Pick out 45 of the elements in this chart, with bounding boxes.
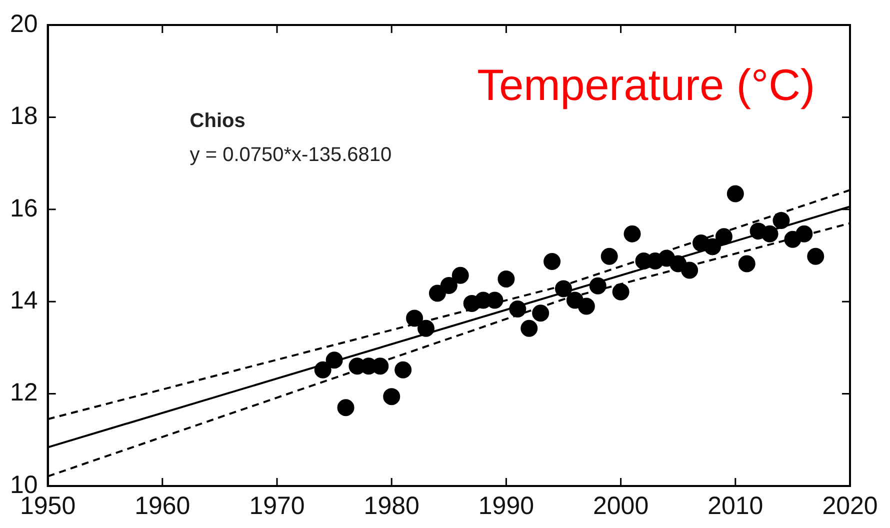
y-tick-label: 16 [10,194,38,222]
point [624,225,641,242]
point [440,276,458,294]
x-tick-label: 1980 [364,492,420,520]
x-tick-label: 2020 [822,492,878,520]
point [383,388,400,406]
x-tick-label: 1960 [134,492,190,520]
point [337,399,354,416]
point [704,238,721,256]
point [498,270,515,288]
annotation: y = 0.0750*x-135.6810 [190,144,392,166]
y-tick-label: 18 [10,102,38,130]
point [761,225,778,242]
point [578,298,595,315]
point [807,248,824,265]
point [555,280,572,298]
point [417,320,434,337]
point [772,212,790,229]
point [726,185,744,202]
annotation: Chios [190,110,246,132]
point [509,300,526,318]
y-tick-label: 20 [10,10,38,38]
point [326,352,343,369]
point [738,255,756,272]
point [520,320,538,337]
y-tick-label: 12 [10,378,38,407]
text: Temperature (°C) [477,61,815,110]
point [314,361,332,378]
point [452,266,469,284]
point [589,277,606,294]
point [796,225,813,242]
point [394,361,412,378]
point [715,228,732,246]
point [532,304,550,322]
point [428,284,446,302]
point [544,252,561,270]
x-tick-label: 1970 [249,492,305,520]
point [612,283,630,300]
x-tick-label: 1990 [478,492,534,520]
point [406,310,424,327]
y-tick-label: 14 [10,286,38,314]
x-tick-label: 2000 [592,492,649,520]
x-tick-label: 2010 [708,492,764,520]
point [600,248,618,265]
point [681,262,698,279]
